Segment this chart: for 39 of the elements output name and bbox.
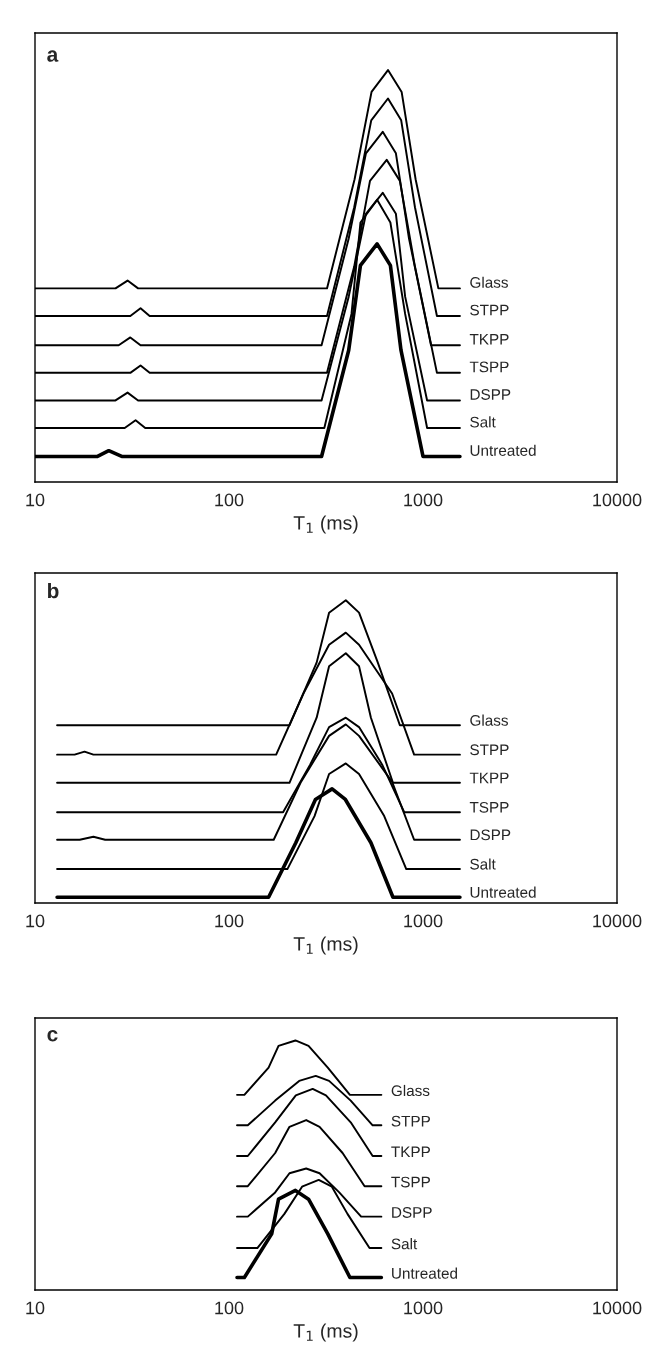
series-label: TKPP [469,772,509,784]
series-label: Untreated [470,444,536,456]
x-tick-label: 10000 [593,1301,642,1315]
series-label: Salt [470,416,496,428]
x-tick-label: 10 [26,1301,45,1315]
chart-title: b [48,582,59,599]
x-tick-label: 100 [215,493,244,507]
series-label: DSPP [470,389,511,400]
x-tick-label: 10000 [593,493,642,507]
x-tick-label: 10000 [593,914,642,928]
x-tick-label: 1000 [404,914,443,928]
x-tick-label: 100 [215,1301,244,1315]
series-label: Glass [391,1084,430,1097]
x-tick-label: 10 [26,493,45,507]
x-tick-label: 100 [215,914,244,928]
chart-title: a [47,50,59,62]
series-label: Untreated [392,1267,458,1279]
series-label: TSPP [469,801,509,813]
series-label: TSPP [391,1176,430,1188]
series-label: TSPP [469,361,509,373]
series-label: Salt [391,1238,418,1250]
x-tick-label: 1000 [404,1301,443,1315]
series-label: TKPP [391,1146,430,1158]
x-axis-title: T$_{1}$ (ms) [293,515,358,534]
series-label: STPP [470,304,509,316]
chart-title: c [47,1030,58,1042]
series-label: DSPP [392,1207,432,1218]
series-label: STPP [391,1115,430,1127]
series-label: Untreated [470,886,536,898]
series-label: Glass [470,714,508,726]
x-axis-title: T$_{1}$ (ms) [293,936,358,955]
series-label: STPP [470,744,509,756]
series-label: Glass [470,276,508,288]
x-tick-label: 1000 [404,493,443,507]
series-label: DSPP [470,829,511,841]
series-label: TKPP [469,334,509,345]
series-label: Salt [470,858,496,870]
x-tick-label: 10 [26,914,45,928]
x-axis-title: T$_{1}$ (ms) [293,1323,358,1342]
